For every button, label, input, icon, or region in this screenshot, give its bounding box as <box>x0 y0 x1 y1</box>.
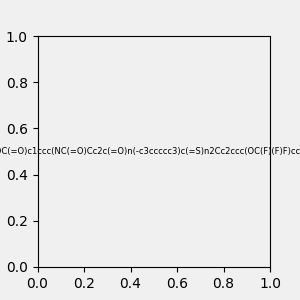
Text: CCOC(=O)c1ccc(NC(=O)Cc2c(=O)n(-c3ccccc3)c(=S)n2Cc2ccc(OC(F)(F)F)cc2)cc1: CCOC(=O)c1ccc(NC(=O)Cc2c(=O)n(-c3ccccc3)… <box>0 147 300 156</box>
